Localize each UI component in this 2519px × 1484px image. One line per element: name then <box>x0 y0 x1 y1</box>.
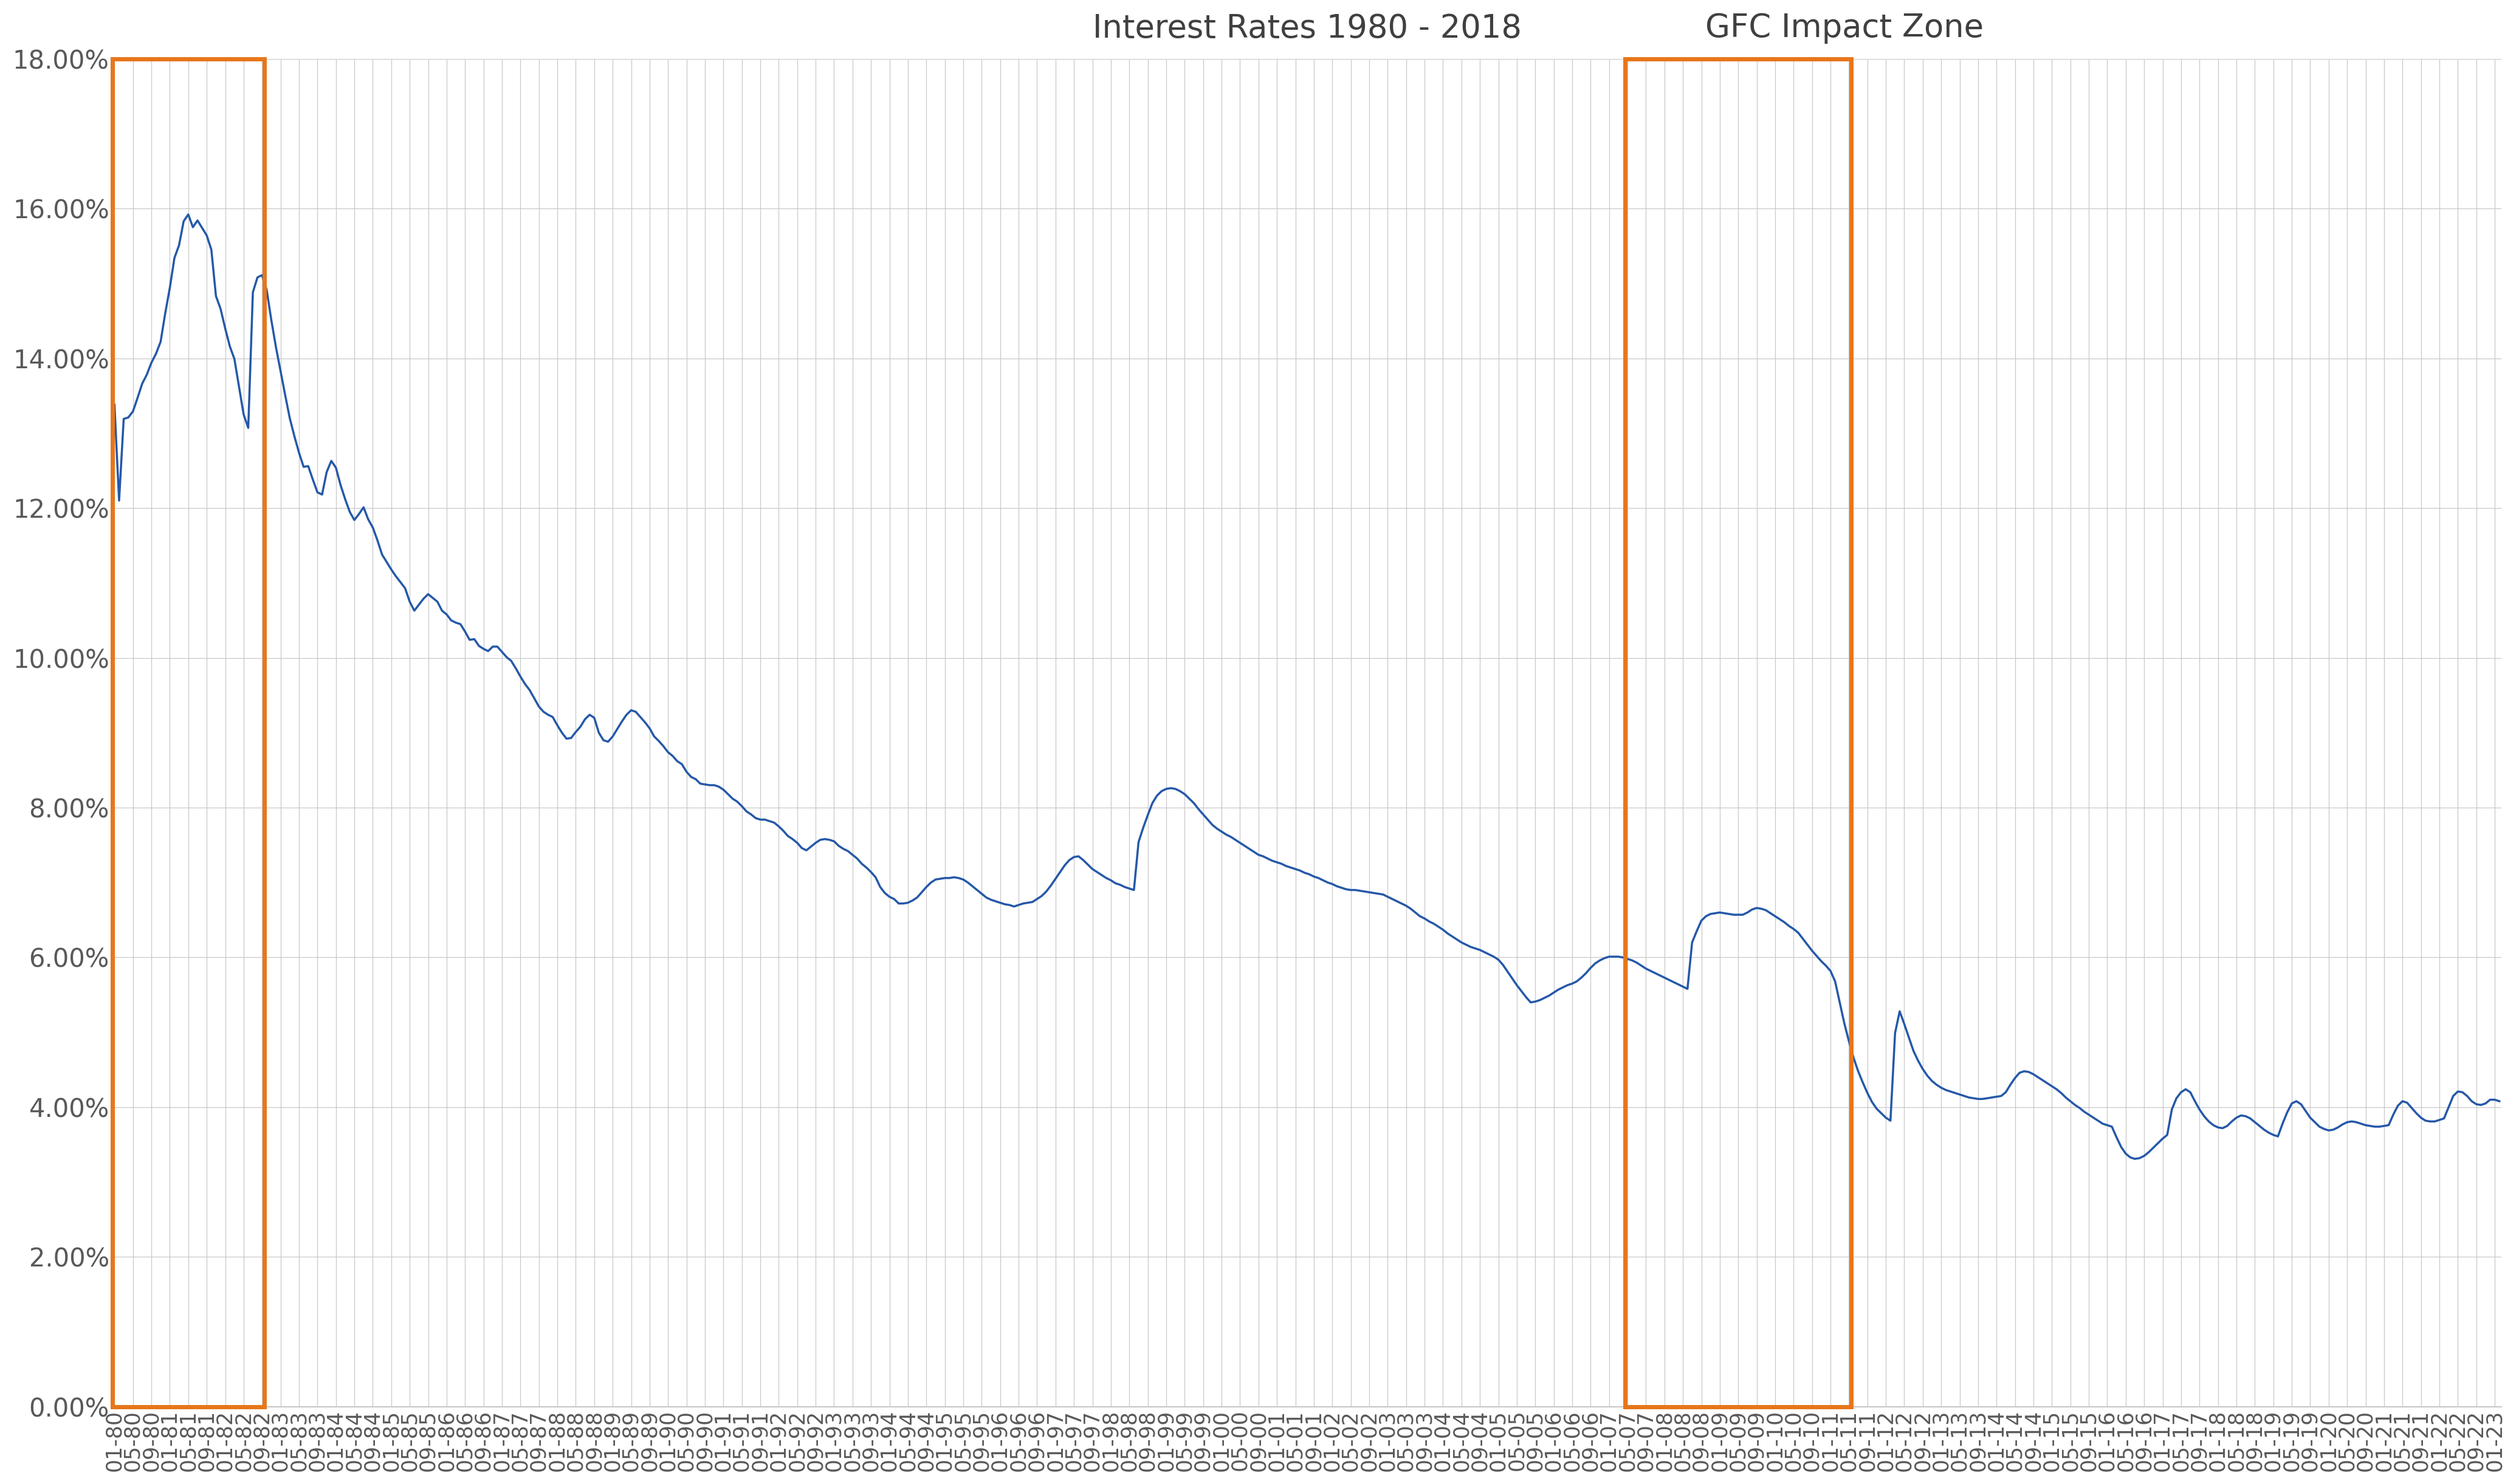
Bar <box>1625 59 1851 1407</box>
Title: Interest Rates 1980 - 2018: Interest Rates 1980 - 2018 <box>1093 13 1521 45</box>
Bar <box>113 59 264 1407</box>
Text: GFC Impact Zone: GFC Impact Zone <box>1705 12 1982 43</box>
